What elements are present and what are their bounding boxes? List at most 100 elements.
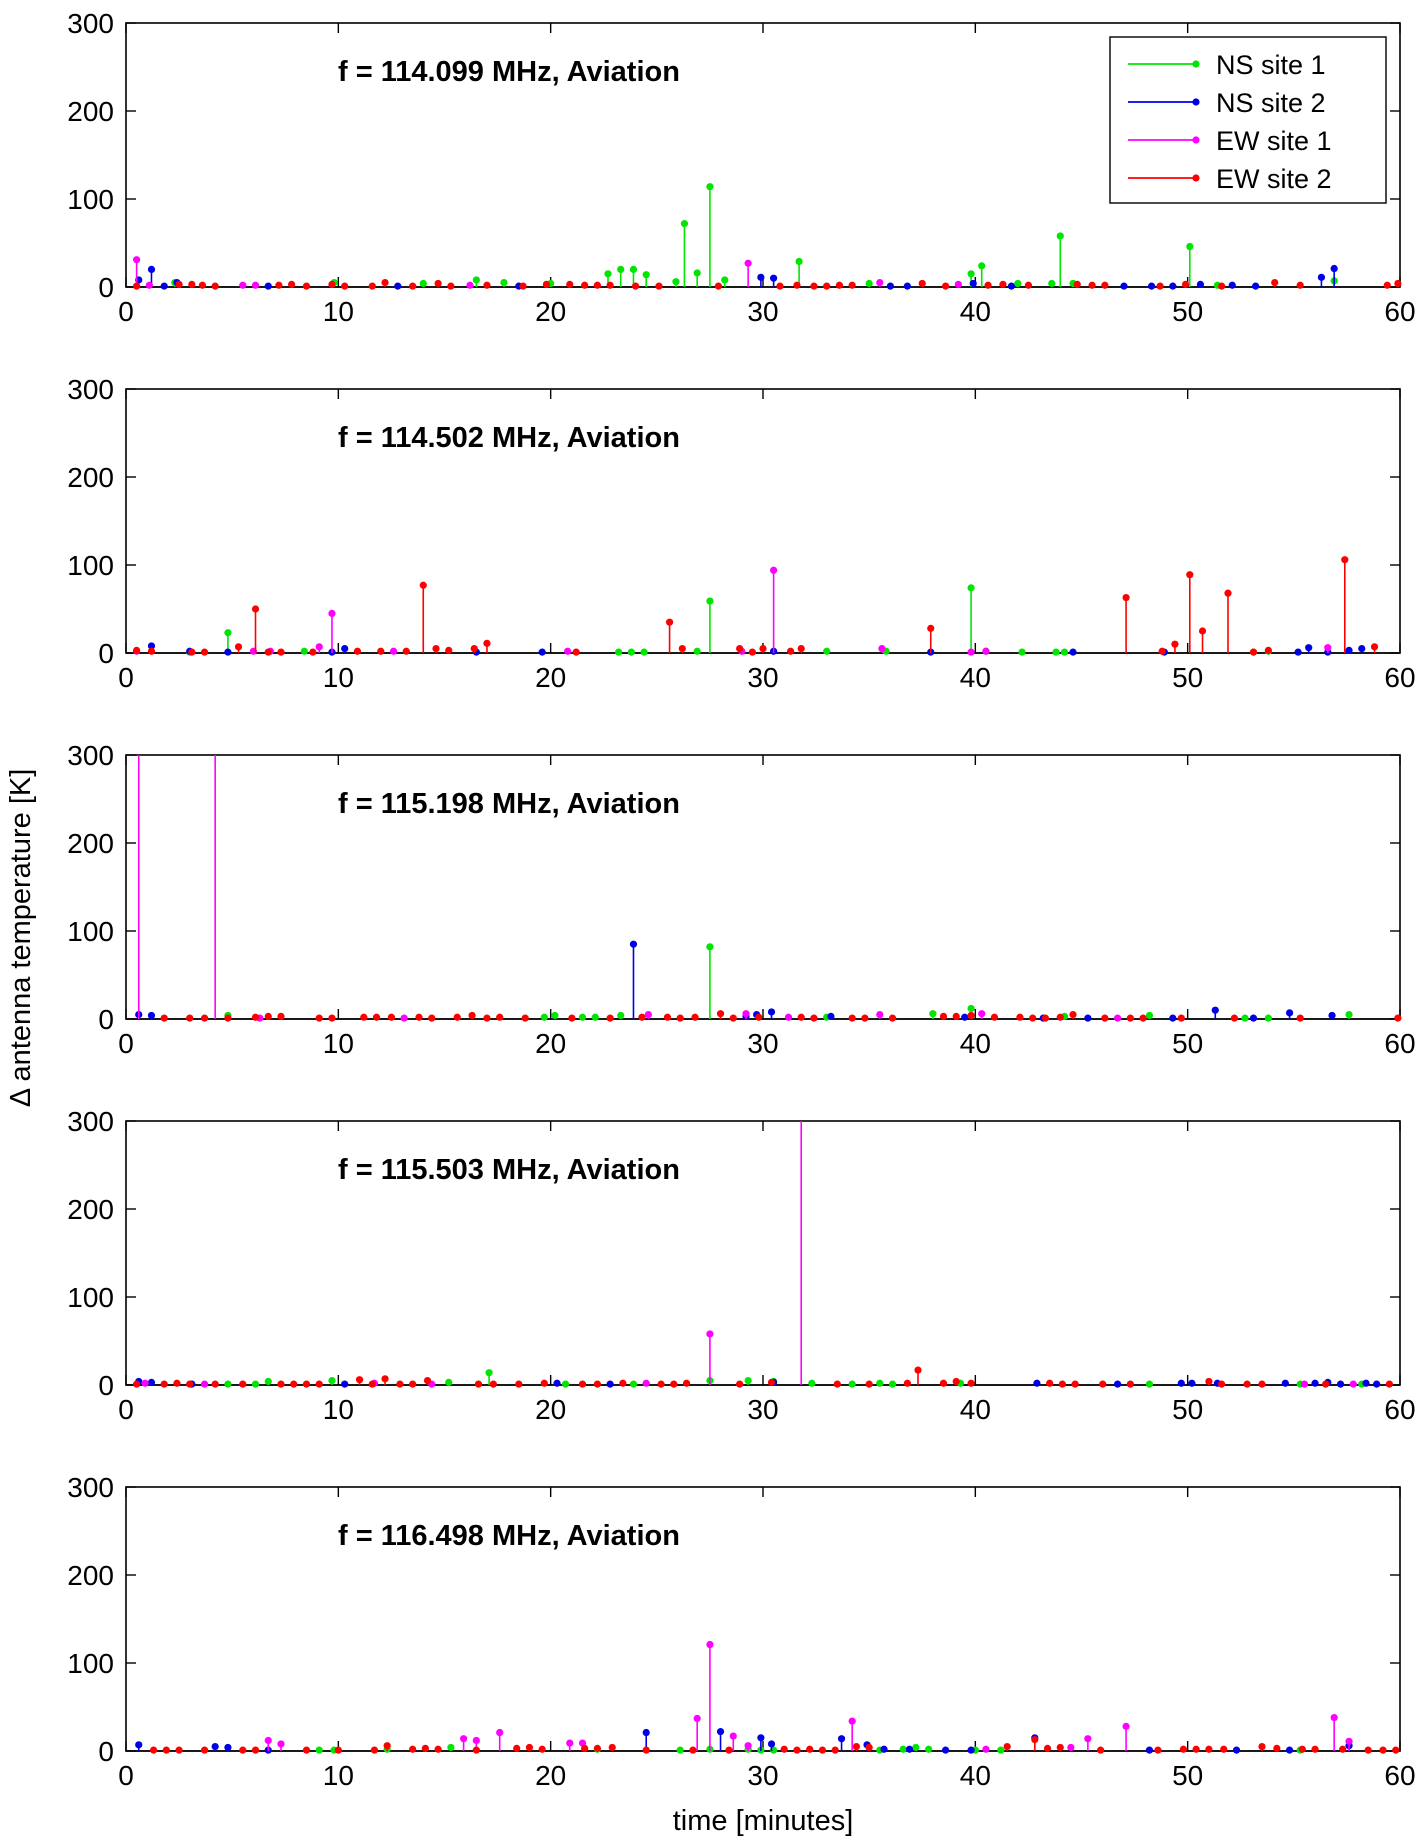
stem-marker <box>355 1376 364 1384</box>
stem-marker <box>409 1745 417 1753</box>
stem-marker <box>264 282 272 290</box>
stem-marker <box>927 624 935 632</box>
stem-marker <box>606 1380 614 1388</box>
stem-marker <box>432 645 440 653</box>
stem-marker <box>1358 645 1366 653</box>
stem-marker <box>1097 1746 1105 1754</box>
stem-marker <box>224 1014 232 1022</box>
stem-marker <box>865 279 873 288</box>
stem-marker <box>145 281 153 289</box>
stem-marker <box>447 1743 455 1752</box>
stem-marker <box>617 1011 625 1020</box>
stem-marker <box>162 1746 170 1754</box>
stem-marker <box>1016 1013 1024 1021</box>
stem-marker <box>538 1745 546 1753</box>
stem-marker <box>1339 1745 1347 1753</box>
stem-marker <box>990 1013 999 1021</box>
stem-marker <box>251 1380 260 1388</box>
stem-marker <box>706 1330 714 1338</box>
stem-marker <box>1243 1380 1251 1388</box>
stem-marker <box>604 270 612 278</box>
stem-marker <box>642 271 650 279</box>
stem-marker <box>967 1011 975 1020</box>
stem-marker <box>1122 593 1130 602</box>
stem-marker <box>925 1745 933 1753</box>
stem-marker <box>224 629 232 637</box>
stem-marker <box>638 1013 646 1021</box>
y-tick-label: 300 <box>67 740 114 771</box>
stem-marker <box>302 1380 311 1388</box>
stem-marker <box>1241 1014 1249 1022</box>
stem-marker <box>561 1380 570 1388</box>
series-ns-site-1 <box>224 943 1353 1022</box>
stem-marker <box>341 645 349 653</box>
stem-marker <box>1088 281 1096 289</box>
stem-marker <box>942 282 950 290</box>
stem-marker <box>275 281 283 289</box>
stem-marker <box>1232 1746 1241 1754</box>
stem-marker <box>767 1740 776 1748</box>
stem-marker <box>984 281 992 289</box>
stem-marker <box>793 1746 801 1754</box>
stem-marker <box>1101 281 1109 289</box>
stem-marker <box>640 648 648 656</box>
stem-marker <box>682 1379 691 1387</box>
series-ew-site-2 <box>133 279 1402 290</box>
stem-marker <box>1218 1380 1226 1388</box>
stem-marker <box>277 1740 285 1748</box>
stem-marker <box>797 645 805 653</box>
stem-marker <box>693 1714 701 1723</box>
stem-marker <box>1073 280 1081 288</box>
stem-marker <box>1285 1009 1294 1017</box>
stem-marker <box>160 282 168 290</box>
stem-marker <box>472 1736 480 1745</box>
stem-marker <box>387 1013 396 1021</box>
stem-marker <box>663 1013 672 1021</box>
stem-marker <box>421 1744 429 1752</box>
stem-marker <box>566 1739 574 1747</box>
stem-marker <box>680 220 689 228</box>
series-ew-site-2 <box>133 556 1379 656</box>
stem-marker <box>381 1375 389 1383</box>
x-tick-label: 60 <box>1384 1394 1415 1425</box>
stem-marker <box>939 1379 948 1387</box>
stem-marker <box>1258 1743 1266 1751</box>
series-ew-site-1 <box>141 1121 1357 1388</box>
series-ns-site-1 <box>186 584 1272 656</box>
stem-marker <box>264 1736 272 1745</box>
stem-marker <box>1122 1722 1130 1730</box>
stem-marker <box>1228 281 1236 289</box>
stem-marker <box>606 1014 614 1022</box>
stem-marker <box>954 280 962 288</box>
y-tick-label: 100 <box>67 1648 114 1679</box>
stem-marker <box>434 1745 442 1753</box>
x-tick-label: 30 <box>747 296 778 327</box>
stem-marker <box>341 282 349 290</box>
stem-marker <box>328 280 336 288</box>
stem-marker <box>608 1743 616 1752</box>
stem-marker <box>827 1012 835 1020</box>
stem-marker <box>409 282 417 290</box>
stem-marker <box>1186 242 1194 251</box>
stem-marker <box>409 1380 417 1388</box>
stem-marker <box>865 1743 873 1752</box>
y-tick-label: 100 <box>67 916 114 947</box>
x-tick-label: 0 <box>118 662 134 693</box>
stem-marker <box>525 1743 534 1752</box>
stem-marker <box>629 1380 638 1388</box>
stem-marker <box>353 647 362 655</box>
stem-marker <box>147 642 156 650</box>
stem-marker <box>736 1380 744 1388</box>
stem-marker <box>372 1013 381 1021</box>
stem-marker <box>1033 1379 1041 1387</box>
stem-marker <box>787 647 795 655</box>
stem-marker <box>1084 1735 1092 1743</box>
stem-marker <box>757 1734 765 1742</box>
stem-marker <box>264 1377 272 1386</box>
stem-marker <box>627 648 635 656</box>
stem-marker <box>381 279 389 287</box>
stem-marker <box>578 1380 587 1388</box>
stem-marker <box>150 1746 158 1754</box>
stem-marker <box>1220 1745 1228 1753</box>
stem-marker <box>1370 643 1379 651</box>
